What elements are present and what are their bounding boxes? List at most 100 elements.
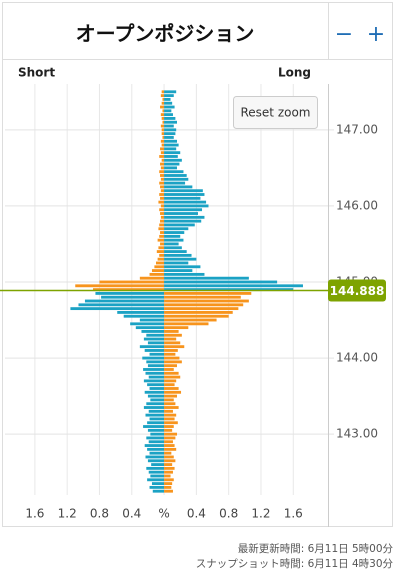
position-bar bbox=[141, 330, 165, 333]
position-bar bbox=[75, 284, 165, 288]
position-bar bbox=[164, 147, 177, 151]
position-bar bbox=[143, 379, 165, 383]
position-bar bbox=[160, 185, 165, 189]
position-bar bbox=[164, 455, 174, 459]
position-bar bbox=[159, 253, 165, 257]
position-bar bbox=[160, 94, 165, 98]
position-bar bbox=[164, 136, 174, 139]
position-bar bbox=[157, 238, 165, 242]
position-bar bbox=[151, 482, 165, 486]
position-bar bbox=[145, 371, 165, 375]
position-bar bbox=[162, 120, 165, 124]
position-bar bbox=[164, 463, 173, 466]
x-tick-label: 0.4 bbox=[187, 507, 206, 521]
position-bar bbox=[143, 406, 165, 409]
position-bar bbox=[164, 200, 207, 204]
position-bar bbox=[139, 318, 165, 322]
position-bar bbox=[101, 295, 165, 299]
position-bar bbox=[164, 120, 177, 124]
position-bar bbox=[160, 204, 165, 208]
position-bar bbox=[147, 341, 165, 345]
position-bar bbox=[164, 105, 175, 109]
position-bar bbox=[161, 143, 165, 147]
position-bar bbox=[146, 402, 165, 406]
y-tick-label: 147.00 bbox=[336, 122, 378, 136]
position-bar bbox=[159, 181, 165, 185]
position-bar bbox=[145, 413, 165, 417]
position-bar bbox=[159, 193, 165, 196]
position-bar bbox=[164, 314, 229, 318]
position-bar bbox=[164, 101, 173, 105]
position-bar bbox=[84, 299, 165, 303]
position-bar bbox=[161, 90, 165, 94]
position-bar bbox=[159, 223, 165, 227]
position-bar bbox=[143, 425, 165, 428]
position-bar bbox=[164, 444, 175, 447]
position-bar bbox=[147, 394, 165, 398]
position-bar bbox=[164, 394, 177, 398]
position-bar bbox=[160, 231, 165, 234]
position-bar bbox=[160, 196, 165, 200]
position-bar bbox=[160, 147, 165, 151]
position-bar bbox=[164, 421, 178, 425]
position-bar bbox=[164, 402, 176, 406]
position-bar bbox=[135, 326, 165, 330]
position-bar bbox=[154, 265, 165, 269]
position-bar bbox=[142, 356, 165, 360]
position-bar bbox=[164, 280, 278, 284]
position-bar bbox=[164, 132, 176, 136]
position-bar bbox=[164, 417, 175, 421]
frame bbox=[2, 2, 393, 527]
position-bar bbox=[160, 162, 165, 166]
position-bar bbox=[164, 155, 178, 158]
x-tick-label: 1.6 bbox=[25, 507, 44, 521]
position-bar bbox=[164, 360, 182, 364]
position-bar bbox=[148, 440, 165, 444]
position-bar bbox=[164, 215, 205, 219]
position-bar bbox=[164, 364, 177, 368]
position-bar bbox=[156, 250, 165, 253]
position-bar bbox=[164, 295, 241, 299]
position-bar bbox=[162, 97, 165, 101]
position-bar bbox=[164, 219, 202, 223]
position-bar bbox=[139, 276, 165, 280]
position-bar bbox=[164, 151, 181, 155]
position-bar bbox=[160, 105, 165, 109]
current-price-label: 144.888 bbox=[330, 284, 385, 298]
reset-zoom-button[interactable]: Reset zoom bbox=[233, 96, 318, 129]
position-bar bbox=[164, 307, 239, 311]
position-bar bbox=[158, 246, 165, 250]
position-bar bbox=[164, 489, 173, 493]
position-bar bbox=[164, 234, 181, 238]
position-bar bbox=[164, 94, 174, 98]
zoom-in-button[interactable]: + bbox=[367, 22, 385, 47]
position-bar bbox=[148, 409, 165, 413]
position-bar bbox=[164, 398, 174, 402]
position-bar bbox=[164, 185, 193, 189]
position-bar bbox=[143, 368, 165, 371]
button-box[interactable] bbox=[233, 96, 318, 129]
position-bar bbox=[164, 428, 173, 432]
position-bar bbox=[164, 333, 182, 337]
position-bar bbox=[164, 257, 197, 261]
position-bar bbox=[149, 485, 165, 489]
position-bar bbox=[164, 284, 303, 288]
position-bar bbox=[144, 444, 165, 447]
position-bar bbox=[164, 288, 294, 292]
position-bar bbox=[164, 189, 203, 193]
position-bar bbox=[161, 101, 165, 105]
position-bar bbox=[159, 155, 165, 158]
position-bar bbox=[164, 166, 177, 170]
zoom-out-button[interactable]: − bbox=[335, 22, 353, 47]
button-label[interactable]: Reset zoom bbox=[240, 106, 310, 120]
position-bar bbox=[164, 265, 201, 269]
position-bar bbox=[164, 379, 177, 383]
position-bar bbox=[160, 151, 165, 155]
position-bar bbox=[164, 227, 189, 231]
position-bar bbox=[164, 117, 176, 120]
position-bar bbox=[164, 124, 174, 128]
position-bar bbox=[148, 375, 165, 379]
x-tick-label: 0.4 bbox=[122, 507, 141, 521]
position-bar bbox=[147, 421, 165, 425]
position-bar bbox=[164, 269, 193, 273]
